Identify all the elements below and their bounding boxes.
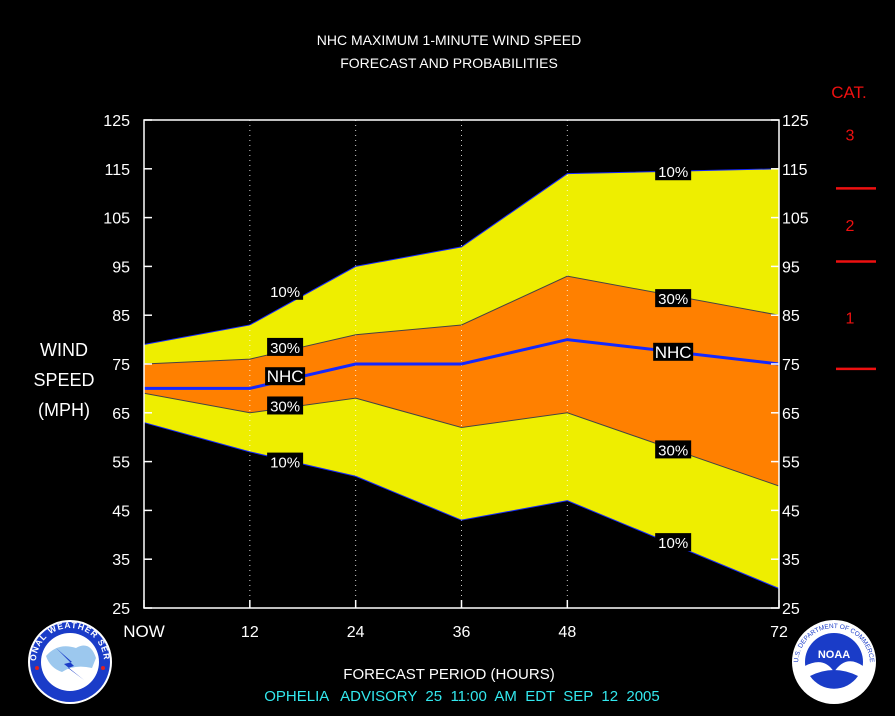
series-label-upper_30: 30% <box>267 337 304 357</box>
series-label-box <box>267 396 304 415</box>
y-tick-label-left: 115 <box>104 162 130 179</box>
series-label-box <box>265 367 306 386</box>
category-label: 2 <box>846 218 855 235</box>
series-line-nhc <box>144 338 780 390</box>
series-label-upper_10: 10% <box>655 162 692 181</box>
series-label-nhc: NHC <box>653 342 694 362</box>
series-label-text: 30% <box>270 340 300 357</box>
series-label-upper_30: 30% <box>655 289 692 308</box>
y-tick-label-left: 45 <box>112 503 130 520</box>
y-tick-label-right: 35 <box>782 552 800 569</box>
series-label-box <box>655 162 692 181</box>
series-label-text: 30% <box>270 398 300 415</box>
y-axis-label-line-1: WIND <box>40 340 88 360</box>
series-label-box <box>267 281 304 300</box>
y-tick-label-right: 45 <box>782 503 800 520</box>
series-label-lower_30: 30% <box>655 440 692 459</box>
series-label-text: 30% <box>658 291 688 308</box>
y-tick-label-left: 75 <box>112 357 130 374</box>
y-tick-label-left: 105 <box>103 211 130 228</box>
series-label-text: 10% <box>658 535 688 552</box>
axes: 25 25 35 35 45 45 55 55 65 65 75 75 85 85 95 95 105 105 11… <box>103 113 809 641</box>
y-tick-label-left: 55 <box>112 455 130 472</box>
noaa-logo: NOAA U.S. DEPARTMENT OF COMMERCE <box>792 620 876 704</box>
series-line-lower_30 <box>143 392 780 487</box>
y-tick-label-left: 65 <box>112 406 130 423</box>
y-tick-label-left: 35 <box>112 552 130 569</box>
series-label-lower_30: 30% <box>267 396 304 415</box>
category-scale: CAT. 1 2 3 <box>831 83 876 371</box>
series-label-text: NHC <box>655 343 692 362</box>
series-labels: 10% 30% NHC 30% 10% 10% 30% NHC 30% 10% <box>265 162 694 552</box>
y-tick-label-right: 25 <box>782 601 800 618</box>
nws-logo: NATIONAL WEATHER SERVICE <box>28 620 112 704</box>
y-tick-label-right: 85 <box>782 308 800 325</box>
series-label-lower_10: 10% <box>267 452 304 472</box>
series-line-lower_10 <box>143 422 780 589</box>
series-label-nhc: NHC <box>265 367 306 386</box>
category-label: 1 <box>846 311 855 328</box>
x-axis-label: FORECAST PERIOD (HOURS) <box>343 666 554 683</box>
series-label-box <box>653 342 694 361</box>
y-tick-label-right: 65 <box>782 406 800 423</box>
y-axis-label-line-2: SPEED <box>33 370 94 390</box>
series-label-text: 10% <box>658 164 688 181</box>
y-tick-label-left: 85 <box>112 308 130 325</box>
x-tick-label: 12 <box>241 624 259 641</box>
band-30-percent <box>144 276 779 486</box>
x-tick-label: NOW <box>123 622 165 641</box>
x-tick-label: 72 <box>770 624 788 641</box>
series-label-lower_10: 10% <box>655 533 692 552</box>
series-label-box <box>655 440 692 459</box>
series-label-box <box>655 289 692 308</box>
advisory-footer: OPHELIA ADVISORY 25 11:00 AM EDT SEP 12 … <box>264 688 660 705</box>
series-label-box <box>655 533 692 552</box>
series-label-text: 30% <box>658 442 688 459</box>
x-tick-label: 24 <box>347 624 365 641</box>
series-line-upper_30 <box>143 275 780 365</box>
y-tick-label-right: 115 <box>782 162 808 179</box>
chart-subtitle: FORECAST AND PROBABILITIES <box>340 55 558 71</box>
category-title: CAT. <box>831 83 867 102</box>
y-tick-label-right: 125 <box>782 113 809 130</box>
series-label-box <box>267 452 304 471</box>
y-tick-label-left: 125 <box>103 113 130 130</box>
series-label-text: NHC <box>267 367 304 386</box>
category-label: 3 <box>846 128 855 145</box>
y-axis-label-line-3: (MPH) <box>38 400 90 420</box>
y-tick-label-right: 105 <box>782 211 809 228</box>
y-tick-label-right: 75 <box>782 357 800 374</box>
noaa-logo-text: NOAA <box>818 649 850 661</box>
series-line-upper_10 <box>143 168 780 345</box>
chart-title: NHC MAXIMUM 1-MINUTE WIND SPEED <box>317 32 581 48</box>
series-label-text: 10% <box>270 455 300 472</box>
y-tick-label-left: 25 <box>112 601 130 618</box>
series-label-text: 10% <box>270 284 300 301</box>
y-tick-label-left: 95 <box>112 259 130 276</box>
y-tick-label-right: 95 <box>782 259 800 276</box>
series-label-box <box>267 337 304 356</box>
series-label-upper_10: 10% <box>267 281 304 301</box>
plot-area <box>143 120 780 608</box>
x-tick-label: 36 <box>453 624 471 641</box>
y-tick-label-right: 55 <box>782 455 800 472</box>
x-tick-label: 48 <box>558 624 576 641</box>
